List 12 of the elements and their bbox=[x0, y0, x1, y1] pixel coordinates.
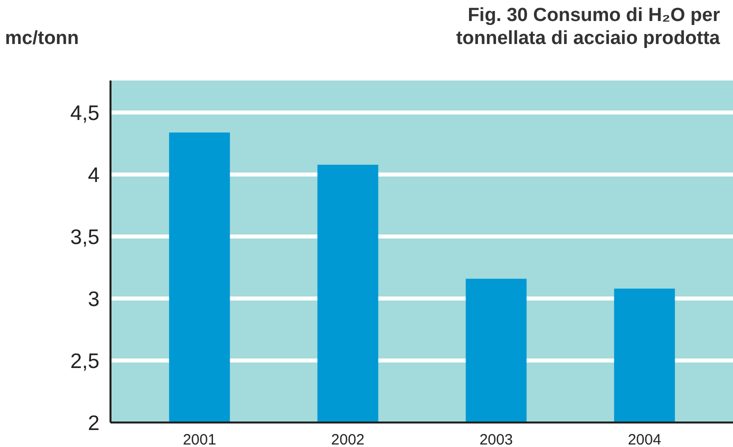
y-tick-label: 4,5 bbox=[70, 102, 100, 126]
x-tick-label: 2001 bbox=[182, 432, 216, 447]
y-tick-label: 2,5 bbox=[70, 350, 100, 374]
y-axis-title: mc/tonn bbox=[5, 28, 79, 51]
y-tick-label: 3,5 bbox=[70, 226, 100, 250]
x-tick-label: 2003 bbox=[479, 432, 513, 447]
y-tick-label: 4 bbox=[88, 164, 100, 188]
y-tick-label: 2 bbox=[88, 412, 100, 435]
x-tick-label: 2004 bbox=[628, 432, 662, 447]
chart-title: Fig. 30 Consumo di H₂O per tonnellata di acciaio prodotta bbox=[456, 5, 720, 51]
x-tick-label: 2002 bbox=[331, 432, 365, 447]
y-tick-label: 3 bbox=[88, 288, 100, 312]
